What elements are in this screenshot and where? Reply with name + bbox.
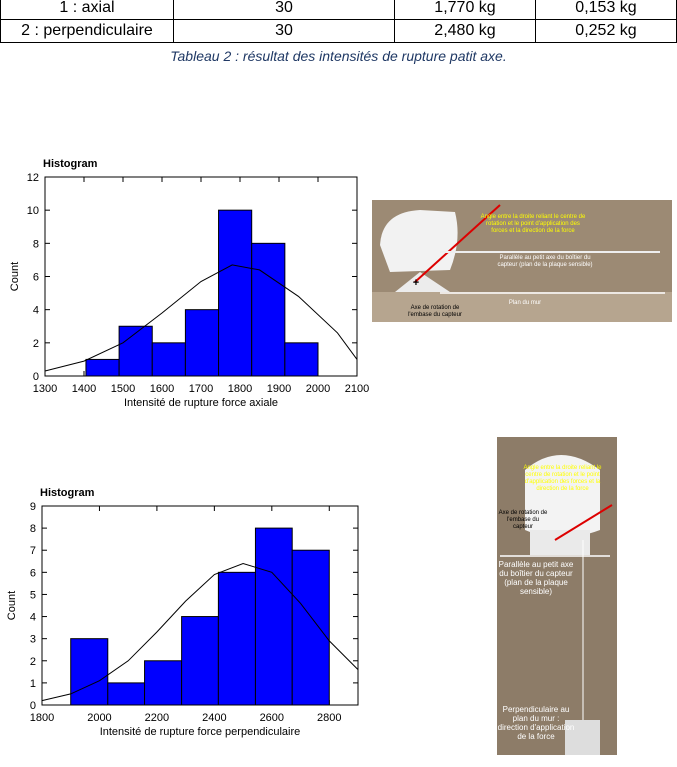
y-tick-label: 6 <box>33 272 39 284</box>
x-tick-label: 2000 <box>306 383 330 395</box>
weight <box>565 720 600 755</box>
y-tick-label: 9 <box>30 501 36 513</box>
bar <box>85 358 120 377</box>
bar <box>254 527 293 706</box>
cell: 2,480 kg <box>394 19 536 43</box>
y-tick-label: 0 <box>33 371 39 383</box>
force-line <box>414 204 501 283</box>
y-tick-label: 0 <box>30 700 36 712</box>
y-tick-label: 10 <box>27 205 39 217</box>
caption: Tableau 2 : résultat des intensités de r… <box>170 48 507 64</box>
x-tick-label: 2600 <box>260 712 284 724</box>
bar <box>184 309 220 377</box>
photo-label: Plan du mur <box>508 300 542 306</box>
cell: 1,770 kg <box>394 0 536 20</box>
y-axis-label: Count <box>6 591 18 620</box>
y-axis-label: Count <box>9 262 21 291</box>
sensor-base <box>395 272 450 292</box>
x-tick-label: 2400 <box>202 712 226 724</box>
y-tick-label: 8 <box>33 238 39 250</box>
result-table: 1 : axial 30 1,770 kg 0,153 kg 2 : perpe… <box>0 0 677 43</box>
y-tick-label: 12 <box>27 172 39 184</box>
bar <box>291 549 330 706</box>
y-tick-label: 7 <box>30 545 36 557</box>
y-tick-label: 6 <box>30 567 36 579</box>
bar <box>217 571 256 706</box>
bar <box>151 342 186 377</box>
table-row: 2 : perpendiculaire 30 2,480 kg 0,252 kg <box>0 19 677 43</box>
bar <box>284 342 319 377</box>
fit-curve <box>41 562 359 702</box>
bar <box>218 209 253 377</box>
bar <box>144 660 183 706</box>
y-tick-label: 2 <box>33 338 39 350</box>
cell: 2 : perpendiculaire <box>0 19 174 43</box>
chart-title: Histogram <box>40 487 95 499</box>
sensor-base <box>530 530 590 555</box>
photo-label: Angle entre la droite reliant le centre … <box>523 465 602 492</box>
sensor <box>380 210 458 272</box>
photo-floor <box>372 292 672 322</box>
cell: 30 <box>173 19 395 43</box>
x-tick-label: 1800 <box>30 712 54 724</box>
x-tick-label: 1700 <box>189 383 213 395</box>
bar <box>107 682 146 706</box>
y-tick-label: 4 <box>30 612 36 624</box>
photo-label: Parallèle au petit axe du boîtier du cap… <box>497 255 593 268</box>
center-mark: + <box>413 277 419 289</box>
x-axis-label: Intensité de rupture force perpendiculai… <box>100 726 301 738</box>
cell: 0,252 kg <box>535 19 677 43</box>
x-tick-label: 2000 <box>87 712 111 724</box>
sensor <box>525 455 600 538</box>
fit-curve <box>44 264 358 372</box>
x-tick-label: 1600 <box>150 383 174 395</box>
y-tick-label: 8 <box>30 523 36 535</box>
photo-label: Perpendiculaire au plan du mur : directi… <box>497 705 575 741</box>
bar <box>70 638 109 706</box>
x-tick-label: 2100 <box>345 383 369 395</box>
x-tick-label: 1800 <box>228 383 252 395</box>
chart-title: Histogram <box>43 158 98 170</box>
x-tick-label: 1300 <box>33 383 57 395</box>
photo-label: Angle entre la droite reliant le centre … <box>480 214 586 234</box>
y-tick-label: 3 <box>30 634 36 646</box>
y-tick-label: 2 <box>30 656 36 668</box>
photo-label: Axe de rotation de l'embase du capteur <box>408 305 462 318</box>
force-line <box>554 504 613 541</box>
x-tick-label: 2200 <box>145 712 169 724</box>
x-tick-label: 1500 <box>111 383 135 395</box>
x-axis-label: Intensité de rupture force axiale <box>124 397 278 409</box>
bar <box>181 616 219 706</box>
y-tick-label: 1 <box>30 678 36 690</box>
photo-label: Axe de rotation de l'embase du capteur <box>498 510 548 530</box>
bar <box>251 242 286 377</box>
x-tick-label: 1900 <box>267 383 291 395</box>
y-tick-label: 4 <box>33 305 39 317</box>
photo-label: Parallèle au petit axe du boîtier du cap… <box>498 560 574 596</box>
y-tick-label: 5 <box>30 589 36 601</box>
x-tick-label: 1400 <box>72 383 96 395</box>
x-tick-label: 2800 <box>317 712 341 724</box>
